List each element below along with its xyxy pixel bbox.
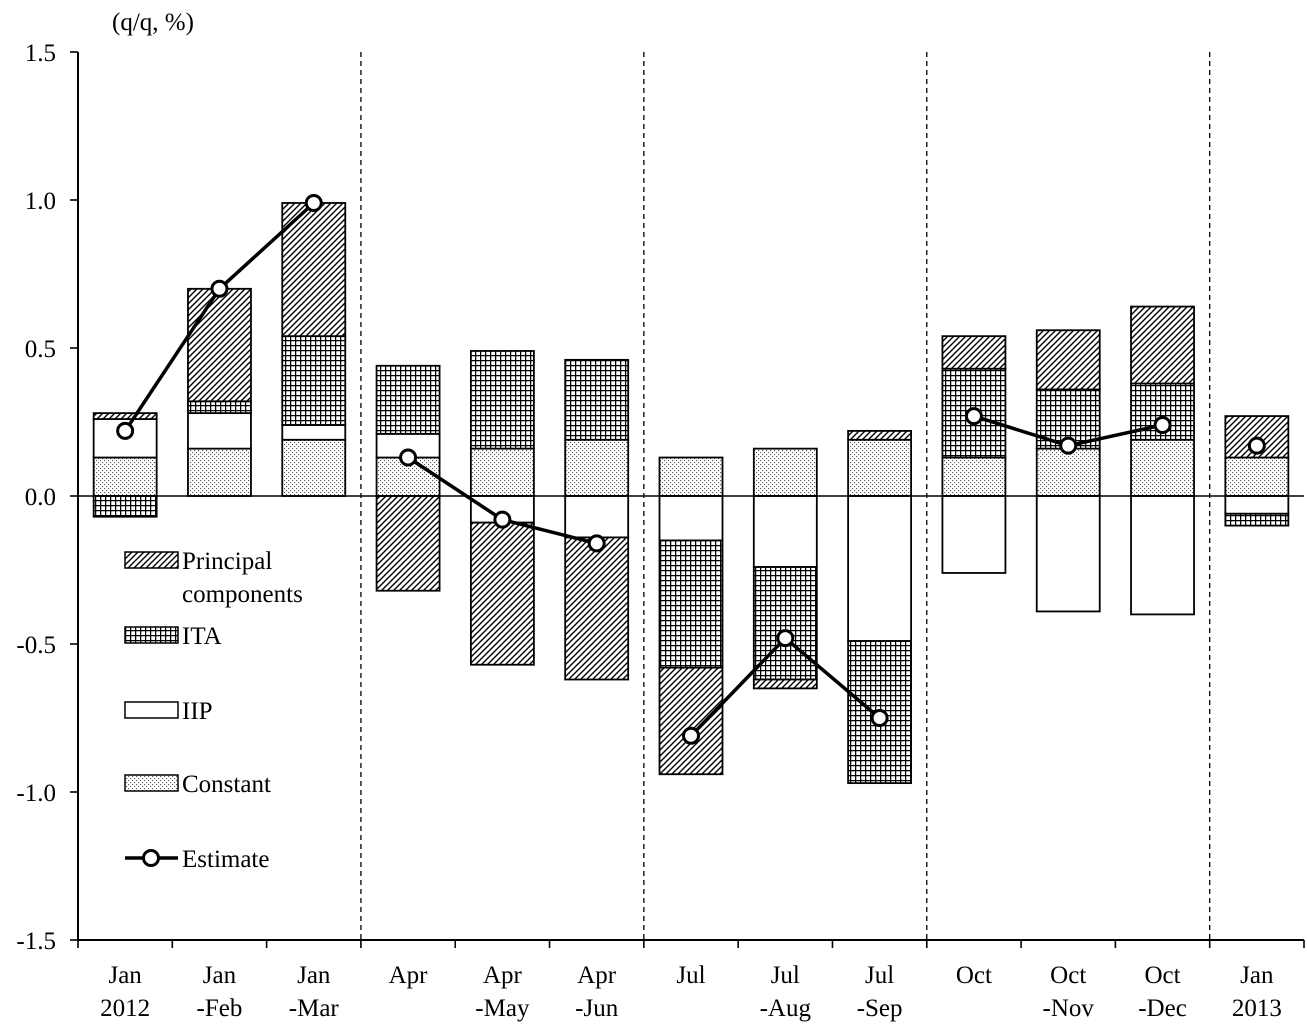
- estimate-point-1: [116, 421, 135, 440]
- estimate-point-4: [399, 448, 418, 467]
- bar-principal-components-7: [658, 666, 724, 776]
- axes: [77, 52, 1304, 941]
- bar-principal-components-9: [847, 429, 913, 441]
- estimate-point-11: [1059, 436, 1078, 455]
- x-tick-label-9: Jul -Sep: [857, 962, 903, 1022]
- x-tick-label-11: Oct -Nov: [1043, 962, 1095, 1022]
- legend-swatch-principal-components: [124, 551, 179, 569]
- y-tick-label-7: -1.5: [16, 928, 56, 955]
- x-tick-label-10: Oct: [956, 962, 992, 989]
- x-tick-label-1: Jan 2012: [100, 962, 150, 1022]
- bar-principal-components-8: [752, 678, 818, 690]
- bar-constant-6: [564, 438, 630, 497]
- estimate-point-5: [493, 510, 512, 529]
- legend-swatch-ita: [124, 626, 179, 644]
- bar-iip-6: [564, 495, 630, 539]
- bar-ita-6: [564, 358, 630, 441]
- y-tick-label-6: -1.0: [16, 780, 56, 807]
- bar-iip-7: [658, 495, 724, 542]
- bar-ita-5: [469, 350, 535, 450]
- estimate-point-2: [210, 279, 229, 298]
- bar-constant-1: [92, 456, 158, 497]
- x-ticks: Jan 2012 Jan -Feb Jan -Mar Apr Apr -May Apr -Jun Ju…: [77, 940, 1305, 1022]
- estimate-point-6: [587, 534, 606, 553]
- legend-swatch-constant: [124, 774, 179, 792]
- bar-principal-components-5: [469, 521, 535, 666]
- bar-iip-11: [1035, 495, 1101, 613]
- legend-label-ita: ITA: [182, 623, 222, 650]
- estimate-point-8: [776, 629, 795, 648]
- x-tick-label-12: Oct -Dec: [1138, 962, 1187, 1022]
- estimate-point-3: [304, 193, 323, 212]
- bar-constant-9: [847, 438, 913, 497]
- bar-principal-components-6: [564, 536, 630, 681]
- bar-principal-components-10: [941, 335, 1007, 370]
- bar-constant-13: [1224, 456, 1290, 497]
- estimate-line-group: [116, 193, 1266, 745]
- y-tick-label-5: -0.5: [16, 632, 56, 659]
- legend-label-estimate: Estimate: [182, 846, 269, 873]
- bar-constant-8: [752, 447, 818, 497]
- bar-iip-13: [1224, 495, 1290, 515]
- bar-principal-components-3: [281, 202, 347, 338]
- bar-iip-3: [281, 424, 347, 441]
- legend-label-constant: Constant: [182, 771, 271, 798]
- estimate-point-12: [1153, 415, 1172, 434]
- x-tick-label-7: Jul: [676, 962, 705, 989]
- bar-iip-12: [1130, 495, 1195, 616]
- y-tick-label-1: 1.5: [25, 40, 56, 67]
- x-tick-label-5: Apr -May: [475, 962, 530, 1022]
- x-tick-label-2: Jan -Feb: [197, 962, 243, 1022]
- x-tick-label-6: Apr -Jun: [575, 962, 619, 1022]
- bar-constant-12: [1130, 438, 1195, 497]
- y-tick-label-2: 1.0: [25, 188, 56, 215]
- estimate-point-7: [682, 726, 700, 745]
- bar-iip-2: [187, 412, 252, 450]
- legend-marker-estimate: [142, 849, 160, 867]
- bar-ita-2: [187, 400, 252, 415]
- estimate-point-13: [1247, 436, 1266, 455]
- unit-label: (q/q, %): [112, 9, 194, 36]
- bar-iip-8: [752, 495, 818, 568]
- legend-label-principal-components: Principal components: [182, 548, 303, 608]
- bar-constant-2: [187, 447, 252, 497]
- estimate-point-9: [870, 709, 889, 727]
- bar-principal-components-12: [1130, 305, 1195, 385]
- x-tick-label-8: Jul -Aug: [760, 962, 812, 1022]
- bars: [92, 202, 1290, 785]
- bar-constant-3: [281, 438, 347, 497]
- legend: Principal components ITA IIP Constant Estimat…: [124, 548, 303, 873]
- bar-constant-7: [658, 456, 724, 497]
- bar-ita-13: [1224, 512, 1290, 527]
- bar-principal-components-4: [375, 495, 441, 592]
- legend-swatch-iip: [124, 701, 179, 719]
- x-tick-label-13: Jan 2013: [1232, 962, 1282, 1022]
- bar-ita-7: [658, 539, 724, 669]
- bar-iip-10: [941, 495, 1007, 574]
- estimate-point-10: [964, 407, 983, 426]
- bar-principal-components-11: [1035, 329, 1101, 391]
- bar-ita-1: [92, 495, 158, 518]
- bar-principal-components-1: [92, 412, 158, 420]
- bar-ita-3: [281, 335, 347, 426]
- bar-ita-4: [375, 364, 441, 435]
- legend-label-iip: IIP: [182, 698, 213, 725]
- bar-principal-components-2: [187, 287, 252, 403]
- bar-constant-10: [941, 456, 1007, 497]
- y-tick-label-4: 0.0: [25, 484, 56, 511]
- y-ticks: 1.5 1.0 0.5 0.0 -0.5 -1.0 -1.5: [16, 40, 78, 955]
- bar-iip-9: [847, 495, 913, 642]
- y-tick-label-3: 0.5: [25, 336, 56, 363]
- bar-constant-5: [469, 447, 535, 497]
- x-tick-label-4: Apr: [389, 962, 429, 989]
- x-tick-label-3: Jan -Mar: [289, 962, 340, 1022]
- bar-constant-11: [1035, 447, 1101, 497]
